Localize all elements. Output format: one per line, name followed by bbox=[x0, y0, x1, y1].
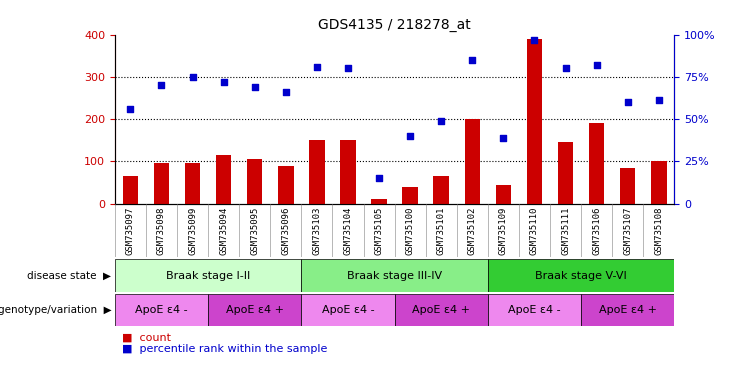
Bar bbox=[558, 142, 574, 204]
Bar bbox=[216, 155, 231, 204]
Bar bbox=[496, 185, 511, 204]
Point bbox=[591, 62, 602, 68]
Point bbox=[373, 175, 385, 181]
Text: GSM735097: GSM735097 bbox=[126, 206, 135, 255]
Point bbox=[559, 65, 571, 71]
Text: GSM735101: GSM735101 bbox=[436, 206, 445, 255]
Point bbox=[528, 36, 540, 43]
Bar bbox=[309, 140, 325, 204]
Text: GSM735110: GSM735110 bbox=[530, 206, 539, 255]
Text: GSM735094: GSM735094 bbox=[219, 206, 228, 255]
Text: ApoE ε4 +: ApoE ε4 + bbox=[412, 305, 471, 315]
Point bbox=[466, 57, 478, 63]
Title: GDS4135 / 218278_at: GDS4135 / 218278_at bbox=[318, 18, 471, 32]
Bar bbox=[115, 294, 208, 326]
Text: Braak stage V-VI: Braak stage V-VI bbox=[535, 270, 627, 281]
Bar bbox=[488, 259, 674, 292]
Text: genotype/variation  ▶: genotype/variation ▶ bbox=[0, 305, 111, 315]
Text: GSM735095: GSM735095 bbox=[250, 206, 259, 255]
Bar bbox=[122, 176, 138, 204]
Bar bbox=[115, 259, 302, 292]
Bar bbox=[527, 39, 542, 204]
Text: GSM735108: GSM735108 bbox=[654, 206, 663, 255]
Text: GSM735106: GSM735106 bbox=[592, 206, 601, 255]
Point bbox=[404, 133, 416, 139]
Bar bbox=[208, 294, 302, 326]
Text: ApoE ε4 -: ApoE ε4 - bbox=[135, 305, 187, 315]
Bar bbox=[433, 176, 449, 204]
Text: GSM735105: GSM735105 bbox=[374, 206, 384, 255]
Text: GSM735099: GSM735099 bbox=[188, 206, 197, 255]
Bar bbox=[371, 199, 387, 204]
Point bbox=[156, 82, 167, 88]
Text: ■  count: ■ count bbox=[122, 332, 171, 342]
Bar bbox=[302, 294, 395, 326]
Bar bbox=[620, 167, 636, 204]
Bar bbox=[589, 123, 605, 204]
Text: ApoE ε4 -: ApoE ε4 - bbox=[322, 305, 374, 315]
Text: GSM735111: GSM735111 bbox=[561, 206, 570, 255]
Text: GSM735100: GSM735100 bbox=[405, 206, 415, 255]
Text: GSM735103: GSM735103 bbox=[313, 206, 322, 255]
Point bbox=[124, 106, 136, 112]
Bar bbox=[402, 187, 418, 204]
Text: ApoE ε4 +: ApoE ε4 + bbox=[599, 305, 657, 315]
Text: GSM735096: GSM735096 bbox=[282, 206, 290, 255]
Bar bbox=[465, 119, 480, 204]
Bar bbox=[153, 162, 169, 204]
Bar bbox=[651, 161, 667, 204]
Bar bbox=[488, 294, 581, 326]
Text: ApoE ε4 +: ApoE ε4 + bbox=[226, 305, 284, 315]
Text: ApoE ε4 -: ApoE ε4 - bbox=[508, 305, 561, 315]
Text: Braak stage III-IV: Braak stage III-IV bbox=[347, 270, 442, 281]
Bar bbox=[395, 294, 488, 326]
Point bbox=[342, 65, 354, 71]
Point bbox=[280, 89, 292, 95]
Point bbox=[435, 118, 447, 124]
Point bbox=[497, 134, 509, 141]
Point bbox=[249, 84, 261, 90]
Point bbox=[187, 74, 199, 80]
Bar bbox=[340, 140, 356, 204]
Bar bbox=[302, 259, 488, 292]
Text: GSM735102: GSM735102 bbox=[468, 206, 476, 255]
Bar bbox=[185, 164, 200, 204]
Bar bbox=[247, 159, 262, 204]
Bar bbox=[581, 294, 674, 326]
Text: GSM735109: GSM735109 bbox=[499, 206, 508, 255]
Text: Braak stage I-II: Braak stage I-II bbox=[166, 270, 250, 281]
Text: disease state  ▶: disease state ▶ bbox=[27, 270, 111, 281]
Point bbox=[218, 79, 230, 85]
Point bbox=[311, 64, 323, 70]
Bar bbox=[278, 166, 293, 204]
Text: GSM735098: GSM735098 bbox=[157, 206, 166, 255]
Point bbox=[622, 99, 634, 105]
Point bbox=[653, 98, 665, 104]
Text: GSM735107: GSM735107 bbox=[623, 206, 632, 255]
Text: ■  percentile rank within the sample: ■ percentile rank within the sample bbox=[122, 344, 328, 354]
Text: GSM735104: GSM735104 bbox=[344, 206, 353, 255]
